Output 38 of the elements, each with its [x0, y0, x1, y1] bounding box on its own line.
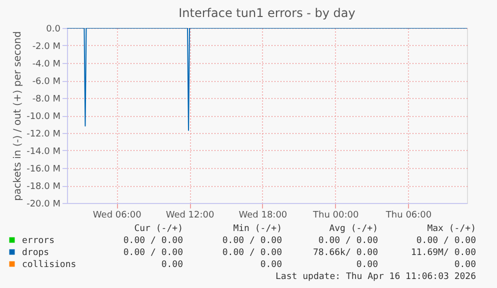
y-tick-label: -14.0 M	[26, 147, 60, 157]
y-axis-title: packets in (-) / out (+) per second	[12, 31, 24, 201]
y-tick-label: -2.0 M	[32, 42, 60, 52]
x-tick-label: Thu 06:00	[384, 210, 432, 220]
x-tick-label: Thu 00:00	[312, 210, 359, 220]
text: 78.66k/ 0.00	[312, 248, 378, 258]
text: Min (-/+)	[233, 224, 282, 234]
y-tick-label: -6.0 M	[32, 77, 60, 87]
text: 0.00 / 0.00	[222, 236, 282, 246]
y-tick-label: -12.0 M	[26, 130, 60, 140]
text: 0.00 / 0.00	[318, 236, 378, 246]
text: 0.00	[454, 260, 476, 270]
legend-label: collisions	[22, 260, 76, 270]
text: 0.00	[161, 260, 183, 270]
y-tick-label: -20.0 M	[26, 200, 60, 210]
text: Last update: Thu Apr 16 11:06:03 2026	[276, 272, 476, 282]
x-tick-label: Wed 06:00	[92, 210, 142, 220]
y-tick-label: -8.0 M	[32, 94, 60, 104]
y-tick-label: -18.0 M	[26, 182, 60, 192]
y-tick-label: -4.0 M	[32, 60, 60, 70]
text: 0.00	[356, 260, 378, 270]
text: 0.00 / 0.00	[416, 236, 476, 246]
x-tick-label: Wed 18:00	[238, 210, 288, 220]
text: Max (-/+)	[427, 224, 476, 234]
text: 0.00 / 0.00	[123, 236, 183, 246]
legend-label: errors	[22, 236, 55, 246]
text: 0.00 / 0.00	[123, 248, 183, 258]
text: 0.00	[260, 260, 282, 270]
legend-label: drops	[22, 248, 50, 258]
y-tick-label: -10.0 M	[26, 112, 60, 122]
y-tick-label: -16.0 M	[26, 164, 60, 174]
x-tick-label: Wed 12:00	[166, 210, 215, 220]
text: Cur (-/+)	[134, 224, 183, 234]
text: Avg (-/+)	[329, 224, 378, 234]
y-tick-label: 0.0	[46, 24, 61, 34]
text: 0.00 / 0.00	[222, 248, 282, 258]
text: 11.69M/ 0.00	[410, 248, 476, 258]
chart-title: Interface tun1 errors - by day	[178, 6, 356, 20]
